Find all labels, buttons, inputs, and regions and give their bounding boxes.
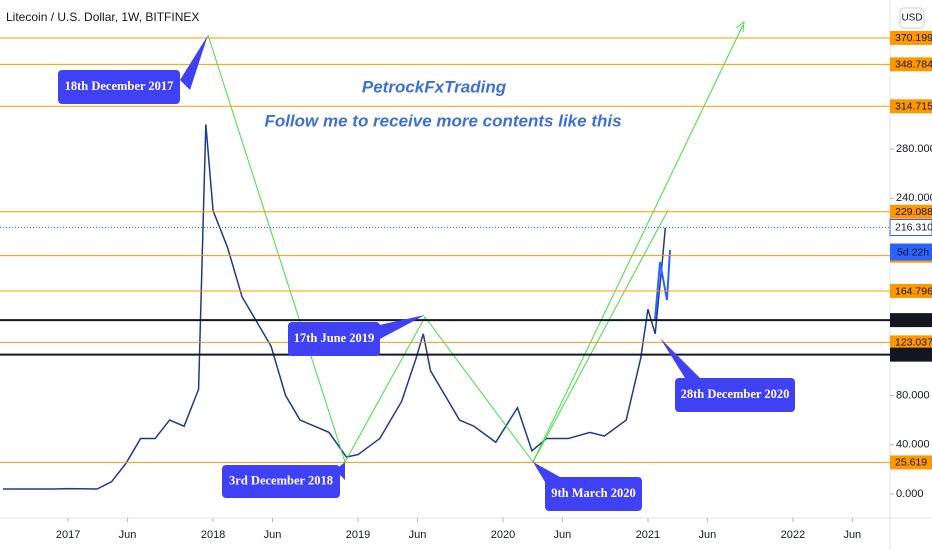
x-tick-label: Jun [698, 529, 716, 541]
current-price: 216.310 [895, 221, 932, 233]
x-tick-label: Jun [409, 529, 427, 541]
callout-pointer [180, 35, 208, 90]
level-label-box [890, 335, 932, 350]
price-line [2, 124, 667, 490]
level-label-box [890, 283, 932, 298]
currency[interactable]: USD [901, 13, 922, 24]
level-label-box [890, 313, 932, 328]
price [2, 124, 667, 490]
x-tick-label: 2021 [636, 529, 660, 541]
level-label: 348.784 [895, 59, 932, 71]
level-label: 123.037 [895, 337, 932, 349]
callout-text: 9th March 2020 [551, 486, 636, 500]
watermark: Follow me to receive more contents like … [264, 111, 621, 130]
level-label: 229.088 [895, 206, 932, 218]
chart-title: Litecoin / U.S. Dollar, 1W, BITFINEX [6, 10, 199, 24]
y-tick-label: 280.000 [896, 143, 932, 155]
level-label-box [890, 99, 932, 114]
callout-box [222, 465, 340, 498]
callout-pointer [660, 338, 700, 378]
grid: 0.000 40.000 80.000 240.000 280.000 2017 Jun 20… [56, 143, 932, 541]
callout-box [675, 378, 795, 412]
level-label: 164.796 [895, 285, 932, 297]
callout-box [58, 70, 180, 104]
projection [532, 24, 744, 463]
level-label: 113.110 [895, 349, 932, 361]
callouts: 18th December 2017 17th June 2019 3rd Dece… [58, 35, 795, 511]
x-tick-label: Jun [119, 529, 137, 541]
x-tick-label: 2017 [56, 529, 80, 541]
y-tick-label: 240.000 [896, 192, 932, 204]
levels: 370.199348.784314.715229.088193.460164.7… [0, 30, 932, 470]
y-tick-label: 40.000 [896, 439, 930, 451]
x-tick-label: 2019 [346, 529, 370, 541]
level-label-box [890, 30, 932, 45]
x-tick-label: 2018 [201, 529, 225, 541]
level-label-box [890, 347, 932, 362]
x-tick-label: Jun [843, 529, 861, 541]
x-tick-label: Jun [264, 529, 282, 541]
countdown-box [890, 243, 932, 261]
callout-text: 28th December 2020 [681, 387, 790, 401]
countdown: 5d 22h [897, 246, 929, 258]
current-price-box [889, 219, 932, 237]
level-label: 141.140 [895, 314, 932, 326]
x-tick-label: 2022 [781, 529, 805, 541]
level-label-box [890, 204, 932, 219]
currency-button[interactable] [899, 7, 925, 29]
y-tick-label: 0.000 [896, 488, 924, 500]
callout-text: 18th December 2017 [65, 79, 174, 93]
level-label: 25.619 [895, 457, 927, 469]
callout-box [545, 477, 642, 511]
x-tick-label: 2020 [491, 529, 515, 541]
callout-pointer [375, 315, 425, 340]
watermark: PetrockFxTrading [362, 77, 507, 96]
x-tick-label: Jun [554, 529, 572, 541]
level-label-box [890, 57, 932, 72]
callout-box [288, 322, 380, 356]
callout-text: 17th June 2019 [294, 331, 375, 345]
level-label-box [890, 455, 932, 470]
level-label: 314.715 [895, 101, 932, 113]
level-label: 370.199 [895, 32, 932, 44]
y-tick-label: 80.000 [896, 389, 930, 401]
arrow-head [735, 20, 745, 33]
callout-text: 3rd December 2018 [229, 473, 333, 487]
